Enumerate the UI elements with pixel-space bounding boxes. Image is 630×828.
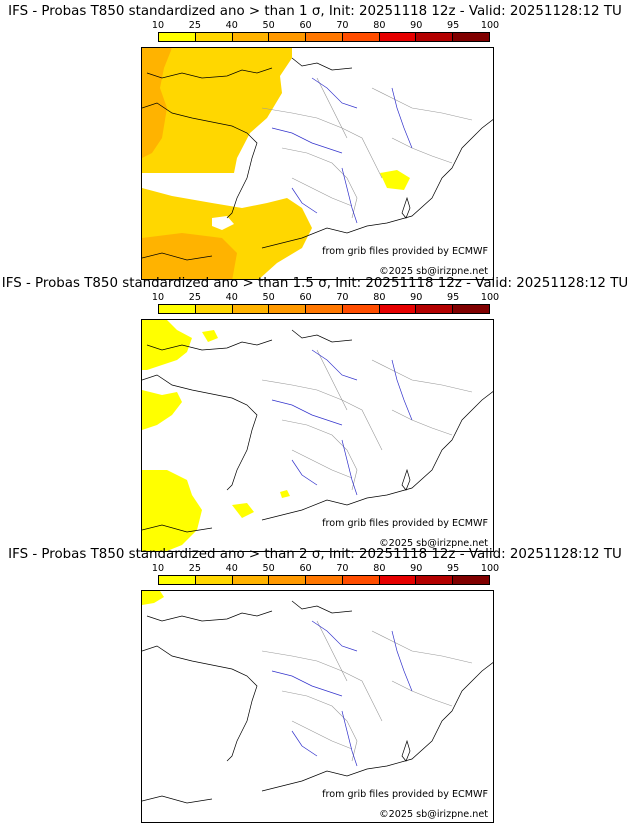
borders — [261, 349, 473, 491]
probability-area — [142, 320, 290, 551]
colorbar-segment — [306, 33, 343, 41]
colorbar-segment — [232, 33, 270, 41]
colorbar-tick-label: 60 — [299, 563, 312, 574]
colorbar-tick-label: 95 — [447, 563, 460, 574]
colorbar-segment — [342, 33, 380, 41]
colorbar-segment — [453, 33, 490, 41]
colorbar-tick-label: 40 — [225, 563, 238, 574]
colorbar-tick-label: 95 — [447, 292, 460, 303]
colorbar-tick-label: 100 — [480, 20, 500, 31]
colorbar-tick-label: 70 — [336, 563, 349, 574]
colorbar-segment — [379, 305, 417, 313]
colorbar-tick-label: 90 — [410, 563, 423, 574]
panel-title: IFS - Probas T850 standardized ano > tha… — [8, 547, 622, 562]
map-1sigma: from grib files provided by ECMWF ©2025 … — [141, 47, 494, 280]
colorbar-segment — [159, 305, 196, 313]
colorbar-tick-label: 100 — [480, 563, 500, 574]
coastlines — [142, 329, 493, 533]
forecast-panel-1-5sigma: IFS - Probas T850 standardized ano > tha… — [0, 275, 630, 552]
map-2sigma: from grib files provided by ECMWF ©2025 … — [141, 590, 494, 823]
colorbar-tick-label: 90 — [410, 20, 423, 31]
colorbar-segment — [159, 576, 196, 584]
colorbar-tick-label: 10 — [151, 20, 165, 31]
borders — [261, 77, 473, 219]
coastlines — [142, 57, 493, 261]
source-credit: from grib files provided by ECMWF — [322, 518, 488, 529]
colorbar-tick-label: 60 — [299, 20, 312, 31]
map-1-5sigma: from grib files provided by ECMWF ©2025 … — [141, 319, 494, 552]
copyright-credit: ©2025 sb@irizpne.net — [379, 809, 488, 820]
colorbar-segment — [232, 305, 270, 313]
forecast-panel-2sigma: IFS - Probas T850 standardized ano > tha… — [0, 546, 630, 823]
colorbar-segment — [416, 33, 454, 41]
colorbar-segment — [195, 305, 233, 313]
panel-title: IFS - Probas T850 standardized ano > tha… — [1, 276, 629, 291]
colorbar-segment — [306, 576, 343, 584]
rivers — [271, 620, 413, 767]
colorbar-ticks: 10 25 40 50 60 70 80 90 95 100 — [148, 292, 504, 304]
colorbar-tick-label: 95 — [447, 20, 460, 31]
colorbar-tick-label: 10 — [151, 292, 165, 303]
colorbar-segment — [379, 576, 417, 584]
colorbar — [158, 32, 490, 42]
source-credit: from grib files provided by ECMWF — [322, 246, 488, 257]
colorbar-ticks: 10 25 40 50 60 70 80 90 95 100 — [148, 563, 504, 575]
panel-title: IFS - Probas T850 standardized ano > tha… — [8, 4, 622, 19]
colorbar-tick-label: 50 — [262, 20, 275, 31]
colorbar-tick-label: 40 — [225, 20, 238, 31]
colorbar-ticks: 10 25 40 50 60 70 80 90 95 100 — [148, 20, 504, 32]
colorbar-segment — [416, 305, 454, 313]
colorbar-segment — [269, 576, 307, 584]
colorbar-tick-label: 50 — [262, 563, 275, 574]
colorbar-tick-label: 50 — [262, 292, 275, 303]
source-credit: from grib files provided by ECMWF — [322, 789, 488, 800]
colorbar-segment — [232, 576, 270, 584]
probability-area — [142, 48, 410, 279]
colorbar-tick-label: 100 — [480, 292, 500, 303]
colorbar-segment — [159, 33, 196, 41]
copyright-credit: ©2025 sb@irizpne.net — [379, 266, 488, 277]
colorbar-tick-label: 90 — [410, 292, 423, 303]
colorbar-segment — [306, 305, 343, 313]
colorbar-segment — [453, 576, 490, 584]
colorbar-segment — [416, 576, 454, 584]
colorbar-tick-label: 60 — [299, 292, 312, 303]
colorbar-tick-label: 40 — [225, 292, 238, 303]
colorbar-segment — [195, 33, 233, 41]
coastlines — [142, 600, 493, 804]
probability-area — [142, 591, 164, 605]
colorbar-tick-label: 25 — [188, 292, 201, 303]
colorbar-segment — [195, 576, 233, 584]
colorbar-segment — [379, 33, 417, 41]
colorbar-tick-label: 10 — [151, 563, 165, 574]
rivers — [271, 349, 413, 496]
colorbar — [158, 304, 490, 314]
colorbar-tick-label: 80 — [373, 292, 386, 303]
colorbar-segment — [342, 305, 380, 313]
colorbar-tick-label: 80 — [373, 563, 386, 574]
colorbar-tick-label: 80 — [373, 20, 386, 31]
colorbar-segment — [453, 305, 490, 313]
colorbar — [158, 575, 490, 585]
copyright-credit: ©2025 sb@irizpne.net — [379, 538, 488, 549]
colorbar-tick-label: 25 — [188, 20, 201, 31]
colorbar-tick-label: 70 — [336, 20, 349, 31]
colorbar-segment — [269, 33, 307, 41]
colorbar-segment — [269, 305, 307, 313]
colorbar-tick-label: 25 — [188, 563, 201, 574]
borders — [261, 620, 473, 762]
colorbar-segment — [342, 576, 380, 584]
colorbar-tick-label: 70 — [336, 292, 349, 303]
rivers — [271, 77, 413, 224]
forecast-panel-1sigma: IFS - Probas T850 standardized ano > tha… — [0, 3, 630, 280]
